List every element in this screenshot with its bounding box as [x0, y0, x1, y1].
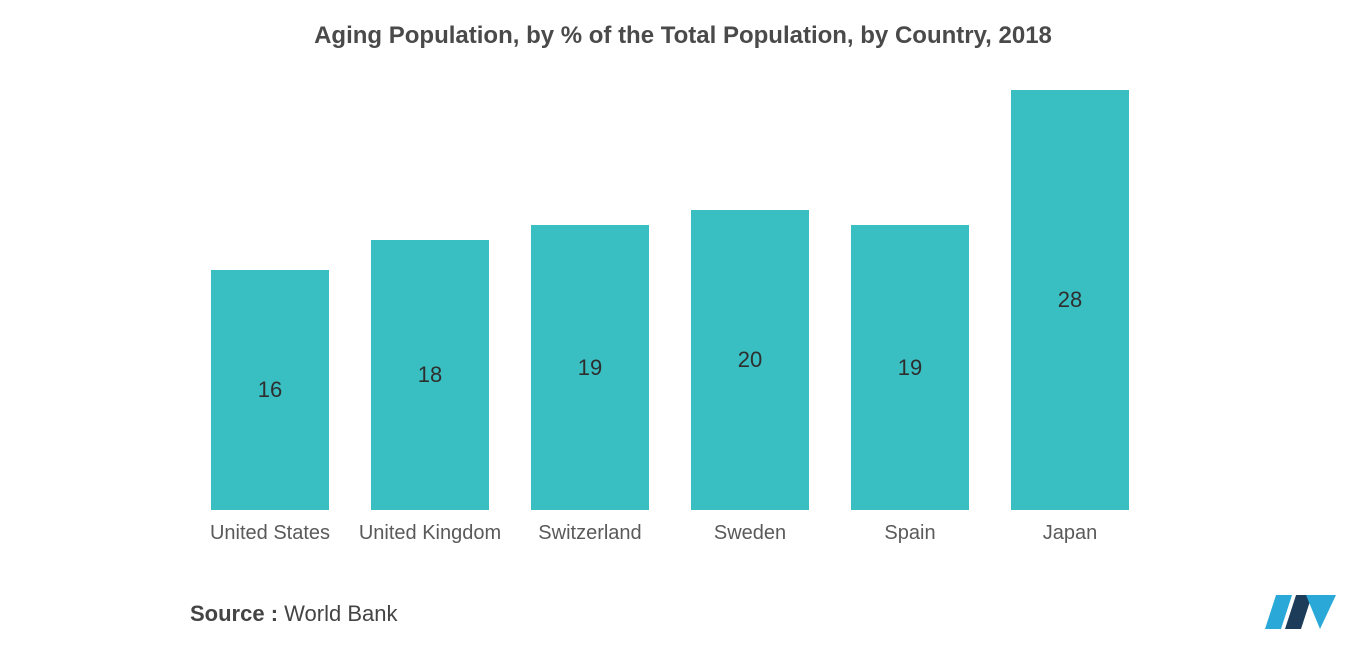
brand-logo-icon	[1256, 589, 1336, 635]
bar-value-label: 28	[1058, 287, 1082, 313]
x-axis-label: Sweden	[670, 520, 830, 546]
bar-slot: 20	[670, 90, 830, 510]
bar: 19	[851, 225, 969, 510]
chart-container: Aging Population, by % of the Total Popu…	[0, 0, 1366, 655]
bar-value-label: 20	[738, 347, 762, 373]
chart-title: Aging Population, by % of the Total Popu…	[0, 22, 1366, 50]
bars-row: 16 18 19 20 19 28	[190, 90, 1150, 510]
source-text: World Bank	[284, 601, 397, 626]
bar-value-label: 16	[258, 377, 282, 403]
bar-slot: 16	[190, 90, 350, 510]
x-axis-label: Japan	[990, 520, 1150, 546]
bar: 19	[531, 225, 649, 510]
bar-value-label: 19	[898, 355, 922, 381]
source-line: Source : World Bank	[190, 601, 397, 627]
bar-slot: 28	[990, 90, 1150, 510]
bar-slot: 18	[350, 90, 510, 510]
x-axis-label: Spain	[830, 520, 990, 546]
source-label: Source :	[190, 601, 278, 626]
bar: 28	[1011, 90, 1129, 510]
x-axis-labels: United StatesUnited KingdomSwitzerlandSw…	[190, 520, 1150, 546]
x-axis-label: Switzerland	[510, 520, 670, 546]
bar: 18	[371, 240, 489, 510]
bar-slot: 19	[830, 90, 990, 510]
bar: 16	[211, 270, 329, 510]
bar-slot: 19	[510, 90, 670, 510]
x-axis-label: United States	[190, 520, 350, 546]
plot-area: 16 18 19 20 19 28	[190, 90, 1150, 510]
bar-value-label: 19	[578, 355, 602, 381]
x-axis-label: United Kingdom	[350, 520, 510, 546]
bar-value-label: 18	[418, 362, 442, 388]
bar: 20	[691, 210, 809, 510]
